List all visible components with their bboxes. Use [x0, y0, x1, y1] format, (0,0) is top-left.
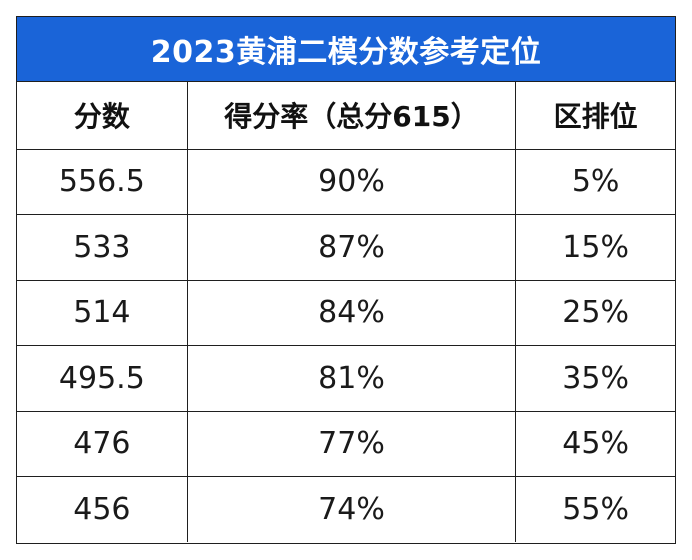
- cell-score: 456: [17, 476, 188, 542]
- cell-score-rate: 77%: [187, 411, 517, 477]
- cell-score-rate: 81%: [187, 345, 517, 412]
- cell-score: 476: [17, 411, 188, 477]
- table-row: 495.5 81% 35%: [17, 345, 675, 412]
- table-row: 533 87% 15%: [17, 214, 675, 281]
- table-row: 556.5 90% 5%: [17, 149, 675, 215]
- header-score: 分数: [17, 82, 188, 150]
- header-score-rate: 得分率（总分615）: [187, 82, 517, 150]
- cell-score-rate: 90%: [187, 149, 517, 215]
- table-row: 456 74% 55%: [17, 476, 675, 542]
- table-row: 514 84% 25%: [17, 280, 675, 346]
- cell-score-rate: 87%: [187, 214, 517, 281]
- cell-district-rank: 45%: [515, 411, 675, 477]
- cell-score-rate: 84%: [187, 280, 517, 346]
- header-row: 分数 得分率（总分615） 区排位: [17, 82, 675, 150]
- cell-district-rank: 25%: [515, 280, 675, 346]
- cell-district-rank: 5%: [515, 149, 675, 215]
- cell-score: 556.5: [17, 149, 188, 215]
- cell-score-rate: 74%: [187, 476, 517, 542]
- score-table: 2023黄浦二模分数参考定位 分数 得分率（总分615） 区排位 556.5 9…: [16, 16, 676, 544]
- cell-score: 533: [17, 214, 188, 281]
- table-title: 2023黄浦二模分数参考定位: [17, 17, 675, 82]
- cell-district-rank: 35%: [515, 345, 675, 412]
- cell-district-rank: 55%: [562, 492, 629, 527]
- cell-district-rank: 15%: [515, 214, 675, 281]
- table-row: 476 77% 45%: [17, 411, 675, 477]
- header-district-rank: 区排位: [515, 82, 675, 150]
- cell-score: 514: [17, 280, 188, 346]
- cell-score: 495.5: [17, 345, 188, 412]
- score-grid: 分数 得分率（总分615） 区排位 556.5 90% 5% 533 87% 1…: [17, 82, 675, 542]
